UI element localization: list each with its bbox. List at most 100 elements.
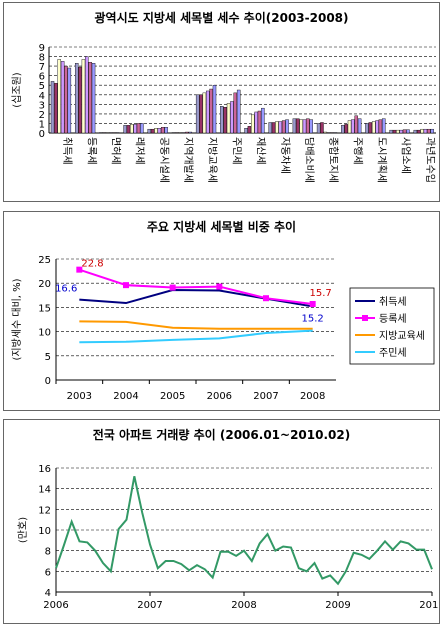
- legend-marker: [362, 315, 368, 321]
- y-tick-label: 2: [39, 110, 45, 121]
- data-point: [263, 295, 269, 302]
- data-point: [169, 284, 176, 291]
- bar: [64, 65, 68, 134]
- data-point: [123, 282, 129, 289]
- x-tick-label: 지방교육세: [206, 137, 218, 183]
- x-tick-label: 자동차세: [279, 137, 291, 174]
- bar: [157, 128, 162, 134]
- data-point: [309, 301, 316, 308]
- x-tick-label: 과년도수입: [424, 137, 437, 183]
- bar: [60, 61, 65, 134]
- bar: [54, 83, 58, 134]
- bar: [251, 114, 255, 134]
- bar: [244, 128, 248, 134]
- bar: [130, 124, 134, 134]
- x-tick-label: 주행세: [351, 137, 363, 165]
- bar: [378, 119, 383, 134]
- bar: [126, 125, 131, 134]
- bar: [396, 129, 400, 134]
- x-tick-label: 담배소비세: [303, 137, 315, 183]
- x-tick-label: 2006: [207, 391, 232, 402]
- legend-label: 지방교육세: [379, 330, 425, 342]
- bar: [382, 118, 386, 134]
- y-tick-label: 8: [39, 53, 45, 64]
- bar: [427, 128, 431, 134]
- y-axis-label: (만호): [17, 517, 29, 543]
- bar: [299, 119, 303, 134]
- bar: [233, 92, 238, 134]
- bar: [223, 106, 227, 134]
- y-tick-label: 7: [39, 62, 45, 73]
- bar: [302, 119, 307, 134]
- bar: [423, 128, 428, 134]
- y-tick-label: 6: [39, 72, 45, 83]
- bar: [195, 94, 200, 134]
- data-label: 22.8: [81, 259, 103, 270]
- bar: [430, 128, 434, 134]
- bar: [91, 63, 96, 134]
- x-tick-label: 2006: [43, 600, 68, 611]
- bar: [402, 129, 407, 134]
- bar: [199, 94, 203, 134]
- bar: [351, 119, 355, 134]
- bar: [344, 124, 348, 134]
- bar: [230, 101, 234, 134]
- bar: [420, 128, 424, 134]
- bar: [268, 122, 272, 134]
- chart-title: 주요 지방세 세목별 비중 추이: [146, 220, 297, 234]
- y-axis-label: (십조원): [11, 72, 23, 108]
- data-label: 15.2: [302, 313, 324, 324]
- bar: [88, 62, 92, 134]
- y-tick-label: 6: [45, 567, 51, 578]
- bar: [206, 90, 210, 134]
- chart-panel-tax-share: 주요 지방세 세목별 비중 추이 0 5 10 15 20 25 2003 2004 2005 2…: [3, 211, 440, 411]
- bar: [261, 107, 265, 134]
- bar: [50, 81, 55, 134]
- bar: [212, 85, 217, 134]
- bar: [136, 123, 141, 134]
- x-tick-label: 레저세: [134, 137, 146, 165]
- x-tick-label: 2005: [160, 391, 185, 402]
- bar: [78, 66, 82, 134]
- bar: [257, 110, 262, 134]
- y-tick-label: 4: [39, 91, 45, 102]
- bar: [220, 106, 224, 134]
- y-tick-label: 8: [45, 547, 51, 558]
- bar: [365, 123, 369, 134]
- bar: [375, 120, 379, 134]
- y-tick-label: 0: [45, 376, 51, 387]
- y-tick-label: 12: [38, 505, 51, 516]
- y-tick-label: 20: [38, 279, 51, 290]
- bar: [285, 119, 289, 134]
- bar: [399, 129, 403, 134]
- y-tick-label: 4: [45, 588, 51, 599]
- bar: [371, 121, 376, 134]
- data-label: 15.7: [310, 288, 332, 299]
- bar: [81, 59, 86, 134]
- bar: [236, 89, 241, 134]
- bar: [309, 119, 313, 134]
- x-tick-label: 취득세: [61, 137, 73, 165]
- bar: [275, 121, 279, 134]
- bar: [354, 115, 358, 134]
- series-line: [55, 476, 433, 586]
- bar: [133, 124, 137, 134]
- bar: [292, 118, 297, 134]
- bar: [140, 123, 144, 134]
- legend-label: 등록세: [379, 313, 407, 325]
- y-tick-label: 3: [39, 100, 45, 111]
- bar: [296, 118, 300, 134]
- bar: [306, 118, 310, 134]
- bar: [413, 129, 418, 134]
- series-line: [79, 329, 313, 344]
- x-tick-label: 지역개발세: [182, 137, 194, 183]
- bar: [254, 111, 258, 134]
- bar: [57, 59, 61, 134]
- line-chart-svg: 4 6 8 10 12 14 16 (만호) 2006 2007 2008 2009 2010: [17, 464, 439, 611]
- chart-title: 전국 아파트 거래량 추이 (2006.01~2010.02): [92, 428, 351, 442]
- bar: [85, 56, 89, 134]
- series-line: [79, 320, 313, 330]
- x-tick-label: 면허세: [109, 137, 121, 165]
- y-axis-label: (지방세수 대비, %): [11, 278, 23, 360]
